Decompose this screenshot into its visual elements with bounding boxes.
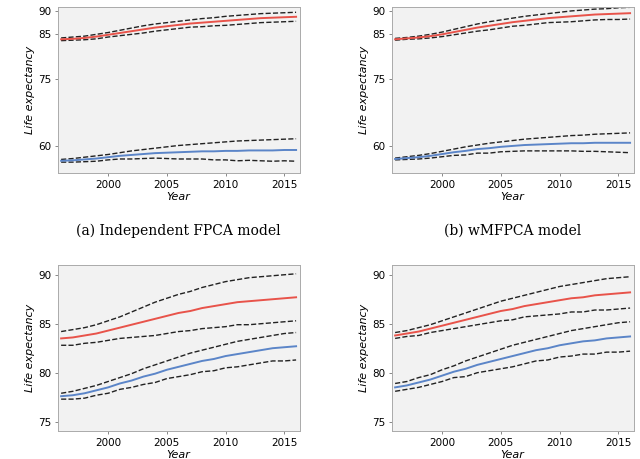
Text: (b) wMFPCA model: (b) wMFPCA model	[444, 224, 581, 237]
X-axis label: Year: Year	[166, 450, 191, 459]
Y-axis label: Life expectancy: Life expectancy	[26, 46, 35, 134]
Text: (a) Independent FPCA model: (a) Independent FPCA model	[76, 224, 281, 238]
X-axis label: Year: Year	[166, 192, 191, 202]
Y-axis label: Life expectancy: Life expectancy	[359, 46, 369, 134]
Y-axis label: Life expectancy: Life expectancy	[359, 304, 369, 392]
X-axis label: Year: Year	[500, 192, 525, 202]
Y-axis label: Life expectancy: Life expectancy	[26, 304, 35, 392]
X-axis label: Year: Year	[500, 450, 525, 459]
